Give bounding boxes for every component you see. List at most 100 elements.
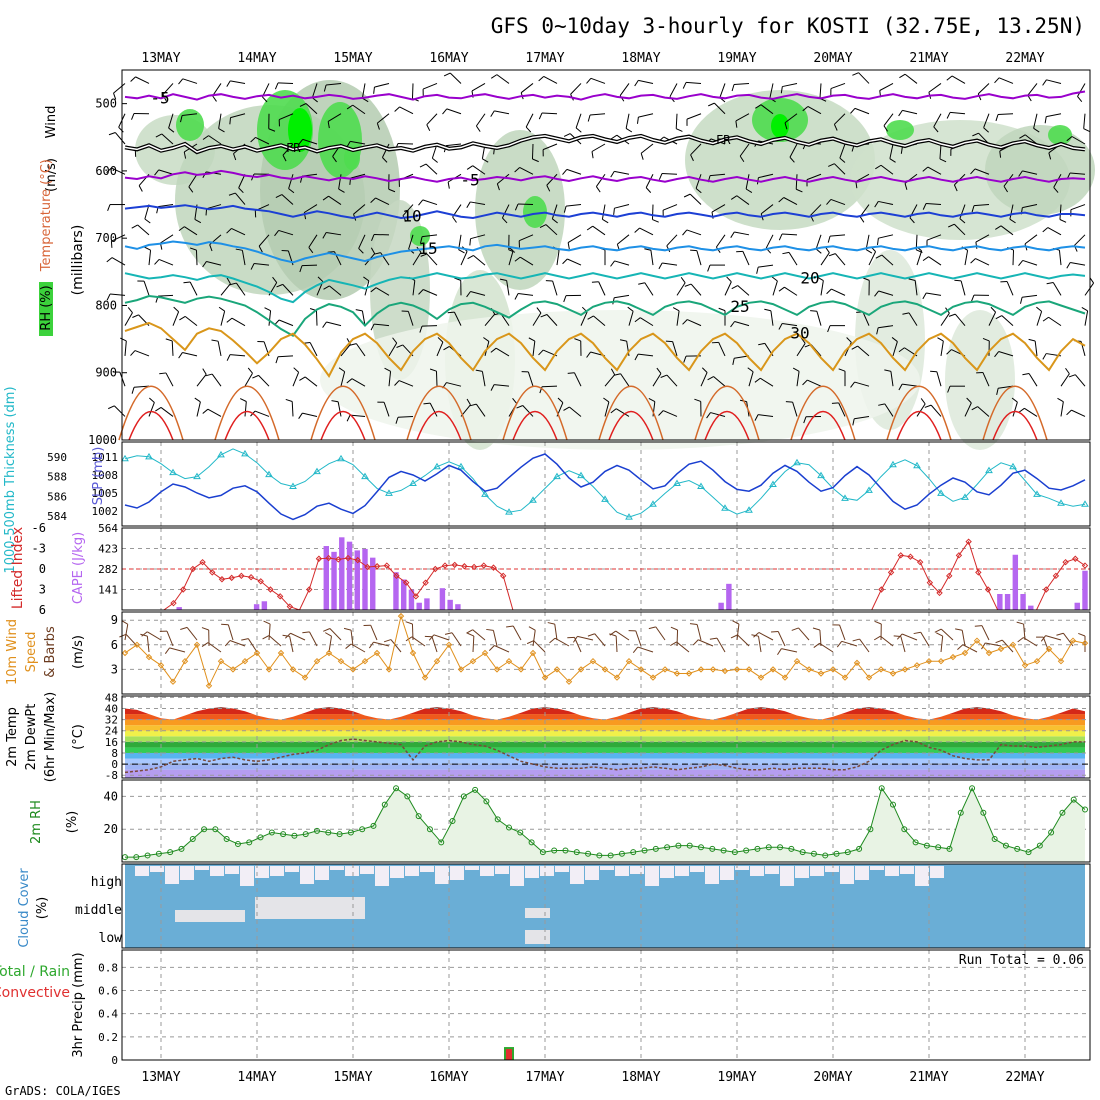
wind-barb bbox=[309, 342, 318, 357]
wind-barb-feather bbox=[264, 307, 271, 312]
wind-barb bbox=[388, 371, 392, 387]
wind-barb-feather bbox=[891, 337, 898, 342]
li-point bbox=[955, 552, 963, 559]
wind-barb bbox=[254, 410, 270, 417]
rh-point bbox=[980, 809, 987, 816]
wind-barb-feather bbox=[201, 627, 209, 631]
rh-point bbox=[618, 850, 625, 857]
li-point bbox=[897, 552, 904, 559]
wind-barb-feather bbox=[168, 127, 175, 133]
wind-barb bbox=[158, 169, 174, 175]
wind-barb bbox=[508, 250, 514, 266]
wind-barb bbox=[590, 77, 606, 84]
li-point bbox=[276, 593, 284, 600]
rh-point bbox=[539, 849, 546, 856]
wind-barb bbox=[407, 311, 414, 326]
wind-barb bbox=[997, 113, 1014, 116]
rh-legend-swatch bbox=[39, 282, 53, 336]
cape-bar bbox=[354, 550, 360, 610]
wind-barb bbox=[425, 163, 438, 175]
wind-barb bbox=[411, 83, 414, 99]
wind-barb-feather bbox=[238, 187, 244, 194]
wind-barb bbox=[662, 262, 678, 266]
li-point bbox=[335, 556, 342, 563]
rh-point bbox=[777, 844, 784, 851]
li-point bbox=[916, 558, 924, 566]
temp-tick: 24 bbox=[105, 725, 119, 738]
wind-barb-feather bbox=[467, 255, 474, 260]
wind-barb bbox=[974, 168, 990, 175]
date-label: 15MAY bbox=[333, 1070, 372, 1085]
cloud-clear-high bbox=[855, 866, 869, 880]
isotherm-40 bbox=[704, 410, 750, 441]
saturated-core bbox=[771, 114, 789, 138]
wind-barb-feather bbox=[496, 183, 500, 191]
wind-barb-feather bbox=[682, 229, 688, 236]
wind-barb bbox=[1022, 259, 1038, 266]
wind-barb bbox=[412, 252, 422, 266]
wind-barb-feather bbox=[107, 204, 111, 212]
li-point bbox=[1081, 562, 1089, 569]
wind-barb bbox=[1024, 407, 1038, 417]
wind-barb bbox=[1022, 204, 1038, 209]
wind-barb-feather bbox=[154, 169, 160, 176]
wind-barb-feather bbox=[1020, 297, 1023, 304]
cloud-clear-high bbox=[285, 866, 299, 872]
rh-point bbox=[347, 829, 354, 836]
wind-barb-feather bbox=[141, 631, 148, 637]
wind-barb bbox=[985, 642, 1002, 647]
wind-speed-point bbox=[817, 670, 825, 677]
wind-barb bbox=[734, 82, 750, 85]
wind-speed-point bbox=[889, 670, 897, 677]
wind-barb bbox=[598, 281, 606, 296]
precip-tick: 0.2 bbox=[98, 1031, 118, 1044]
isotherm-label: -5 bbox=[150, 88, 169, 107]
wind-barb-feather bbox=[512, 397, 518, 404]
wind-barb bbox=[930, 404, 942, 417]
wind-barb bbox=[881, 254, 894, 266]
wind-barb-feather bbox=[689, 623, 698, 625]
wind-barb-feather bbox=[346, 378, 353, 384]
date-label: 21MAY bbox=[909, 1070, 948, 1085]
li-point bbox=[432, 565, 439, 573]
wind-barb bbox=[235, 282, 246, 296]
thickness-point bbox=[1033, 490, 1041, 497]
wind-speed-point bbox=[637, 666, 645, 673]
cloud-clear-high bbox=[915, 866, 929, 886]
wind-barb-feather bbox=[996, 388, 999, 395]
wind-barb-feather bbox=[371, 234, 375, 242]
wind-barb bbox=[304, 376, 318, 387]
thickness-point bbox=[745, 506, 753, 513]
rh-point bbox=[822, 852, 829, 859]
wind-barb bbox=[567, 258, 582, 266]
wind-barb bbox=[711, 204, 726, 213]
wind-barb-feather bbox=[312, 97, 318, 103]
wind-barb bbox=[834, 113, 846, 125]
rh-point bbox=[1070, 796, 1077, 803]
rh-point bbox=[325, 829, 332, 836]
wind-barb bbox=[186, 627, 198, 641]
cloud-clear-high bbox=[330, 866, 344, 870]
cloud-clear-high bbox=[630, 866, 644, 874]
date-label: 17MAY bbox=[525, 1070, 564, 1085]
wind-barb bbox=[282, 284, 294, 296]
cloud-clear-high bbox=[360, 866, 374, 874]
wind-barb bbox=[470, 234, 486, 240]
wind-barb bbox=[472, 165, 486, 175]
thickness-tick: 584 bbox=[47, 510, 67, 523]
cloud-clear-high bbox=[615, 866, 629, 876]
wind-barb-feather bbox=[732, 620, 740, 625]
wind-barb bbox=[137, 224, 150, 236]
wind-barb-feather bbox=[994, 77, 1000, 84]
wind-barb bbox=[575, 113, 582, 129]
temp-band bbox=[125, 725, 1085, 731]
wind-barb bbox=[615, 630, 630, 641]
wind-barb bbox=[983, 113, 990, 128]
wind-speed-point bbox=[349, 666, 357, 673]
wind-barb bbox=[614, 260, 630, 266]
wind-barb-feather bbox=[443, 346, 450, 351]
wind-barb bbox=[954, 313, 966, 326]
cloud-clear-high bbox=[315, 866, 329, 880]
wind-barb-feather bbox=[394, 380, 400, 386]
